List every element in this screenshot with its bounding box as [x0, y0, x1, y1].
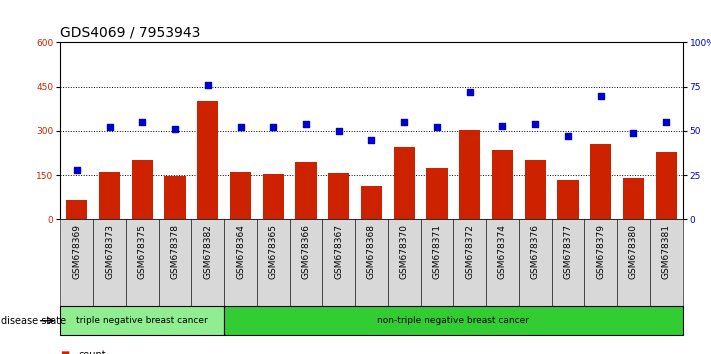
- Point: [595, 93, 606, 98]
- Text: GDS4069 / 7953943: GDS4069 / 7953943: [60, 26, 201, 40]
- Point: [169, 126, 181, 132]
- Text: GSM678380: GSM678380: [629, 224, 638, 279]
- Text: GSM678379: GSM678379: [597, 224, 605, 279]
- Bar: [99, 172, 120, 219]
- Point: [562, 133, 574, 139]
- Bar: [295, 162, 316, 219]
- Text: GSM678365: GSM678365: [269, 224, 278, 279]
- Bar: [328, 173, 349, 219]
- Text: GSM678378: GSM678378: [171, 224, 180, 279]
- Point: [333, 128, 344, 134]
- Point: [267, 125, 279, 130]
- Bar: [656, 152, 677, 219]
- Point: [530, 121, 541, 127]
- Point: [365, 137, 377, 143]
- Bar: [557, 180, 579, 219]
- Point: [104, 125, 115, 130]
- Text: triple negative breast cancer: triple negative breast cancer: [76, 316, 208, 325]
- Text: GSM678376: GSM678376: [530, 224, 540, 279]
- Bar: [164, 176, 186, 219]
- Bar: [394, 147, 415, 219]
- Bar: [459, 130, 481, 219]
- Text: GSM678370: GSM678370: [400, 224, 409, 279]
- Text: GSM678375: GSM678375: [138, 224, 146, 279]
- Text: GSM678369: GSM678369: [73, 224, 81, 279]
- Text: non-triple negative breast cancer: non-triple negative breast cancer: [378, 316, 530, 325]
- Point: [432, 125, 443, 130]
- Text: GSM678368: GSM678368: [367, 224, 376, 279]
- Text: GSM678373: GSM678373: [105, 224, 114, 279]
- Bar: [590, 144, 611, 219]
- Point: [628, 130, 639, 136]
- Bar: [262, 174, 284, 219]
- Point: [399, 119, 410, 125]
- Point: [137, 119, 148, 125]
- Text: ■: ■: [60, 350, 70, 354]
- Point: [235, 125, 246, 130]
- Bar: [361, 185, 382, 219]
- Text: GSM678382: GSM678382: [203, 224, 213, 279]
- Bar: [525, 160, 546, 219]
- Bar: [132, 160, 153, 219]
- Point: [71, 167, 82, 173]
- Text: GSM678381: GSM678381: [662, 224, 670, 279]
- Text: GSM678367: GSM678367: [334, 224, 343, 279]
- Text: disease state: disease state: [1, 316, 67, 326]
- Bar: [66, 200, 87, 219]
- Text: GSM678371: GSM678371: [432, 224, 442, 279]
- Bar: [427, 168, 448, 219]
- Text: count: count: [78, 350, 106, 354]
- Point: [464, 89, 476, 95]
- Point: [300, 121, 311, 127]
- Text: GSM678364: GSM678364: [236, 224, 245, 279]
- Text: GSM678372: GSM678372: [465, 224, 474, 279]
- Bar: [197, 102, 218, 219]
- Bar: [230, 172, 251, 219]
- Bar: [623, 178, 644, 219]
- Text: GSM678374: GSM678374: [498, 224, 507, 279]
- Text: GSM678366: GSM678366: [301, 224, 311, 279]
- Point: [661, 119, 672, 125]
- Point: [202, 82, 213, 88]
- Point: [497, 123, 508, 129]
- Bar: [492, 150, 513, 219]
- Text: GSM678377: GSM678377: [563, 224, 572, 279]
